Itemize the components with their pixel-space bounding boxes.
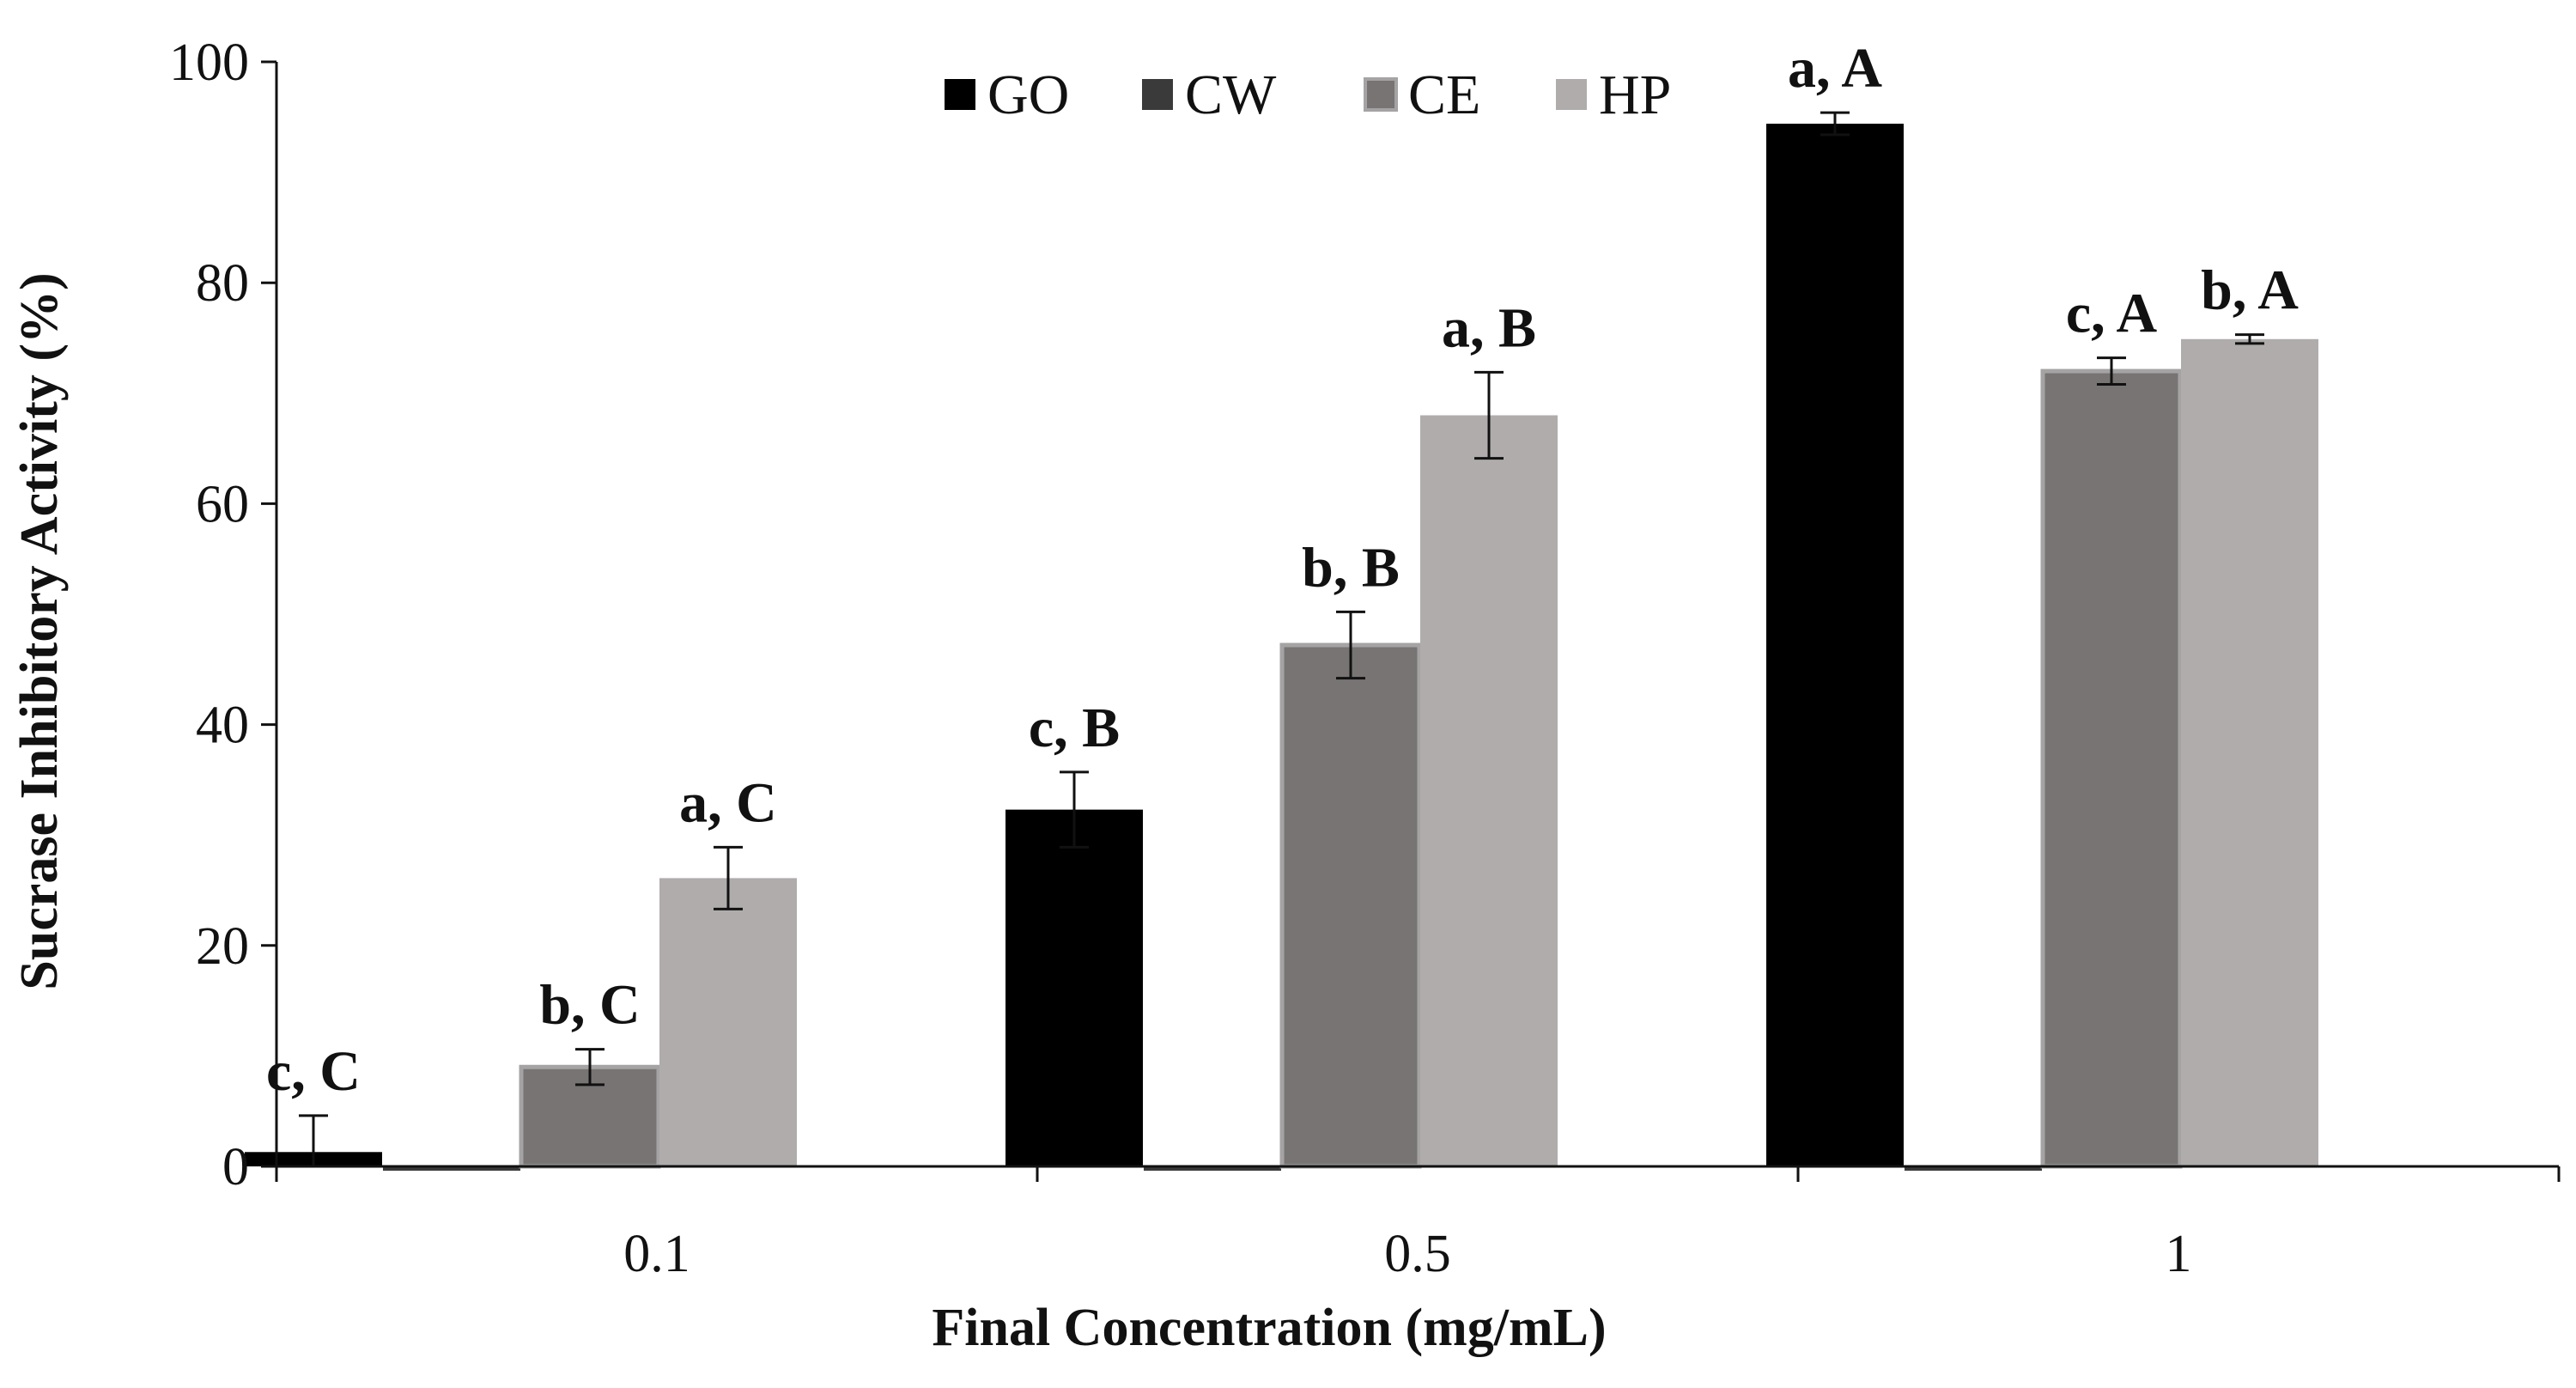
x-axis-title: Final Concentration (mg/mL) bbox=[932, 1299, 1606, 1357]
bar-significance-label: b, B bbox=[1302, 536, 1400, 599]
legend: GO CW CE HP bbox=[945, 64, 1671, 126]
y-tick-label: 100 bbox=[169, 33, 249, 92]
bar-significance-label: c, B bbox=[1029, 697, 1120, 759]
bar bbox=[1420, 415, 1558, 1166]
bar-significance-label: c, A bbox=[2066, 283, 2158, 345]
x-tick-label: 1 bbox=[2166, 1225, 2192, 1283]
bar-labels: c, C c, B a, A b, C b, B c, A a, C a, B b, A bbox=[266, 37, 2299, 1103]
bar-significance-label: b, C bbox=[539, 974, 640, 1037]
legend-swatch bbox=[1364, 77, 1398, 112]
bar bbox=[1144, 1166, 1281, 1171]
legend-swatch bbox=[1556, 79, 1587, 110]
y-tick-label: 40 bbox=[196, 697, 249, 755]
legend-label: CW bbox=[1185, 64, 1277, 126]
y-axis-title: Sucrase Inhibitory Activity (%) bbox=[10, 272, 69, 989]
legend-label: GO bbox=[987, 64, 1069, 126]
x-tick-label: 0.1 bbox=[623, 1225, 690, 1283]
bar bbox=[2181, 338, 2318, 1166]
bar bbox=[383, 1166, 520, 1171]
y-tick-label: 20 bbox=[196, 917, 249, 976]
bar bbox=[659, 878, 797, 1166]
x-tick-label: 0.5 bbox=[1384, 1225, 1451, 1283]
error-bars bbox=[299, 111, 2264, 1168]
y-tick-label: 60 bbox=[196, 475, 249, 533]
axes: 0 20 40 60 80 100 0.1 0.5 1 bbox=[169, 33, 2561, 1283]
bars bbox=[245, 124, 2318, 1171]
bar bbox=[1905, 1166, 2042, 1171]
bar-significance-label: a, B bbox=[1442, 296, 1536, 359]
legend-label: CE bbox=[1408, 64, 1480, 126]
legend-label: HP bbox=[1599, 64, 1671, 126]
bar bbox=[1005, 809, 1143, 1166]
legend-swatch bbox=[945, 79, 975, 110]
y-tick-label: 80 bbox=[196, 254, 249, 313]
bar-significance-label: a, C bbox=[679, 771, 777, 834]
bar-significance-label: c, C bbox=[266, 1040, 361, 1103]
bar bbox=[1279, 642, 1422, 1169]
bar-significance-label: a, A bbox=[1788, 37, 1882, 100]
bar-significance-label: b, A bbox=[2201, 259, 2299, 322]
legend-swatch bbox=[1142, 79, 1173, 110]
y-tick-label: 0 bbox=[222, 1138, 249, 1196]
bar bbox=[1766, 124, 1904, 1167]
bar bbox=[2040, 368, 2183, 1169]
